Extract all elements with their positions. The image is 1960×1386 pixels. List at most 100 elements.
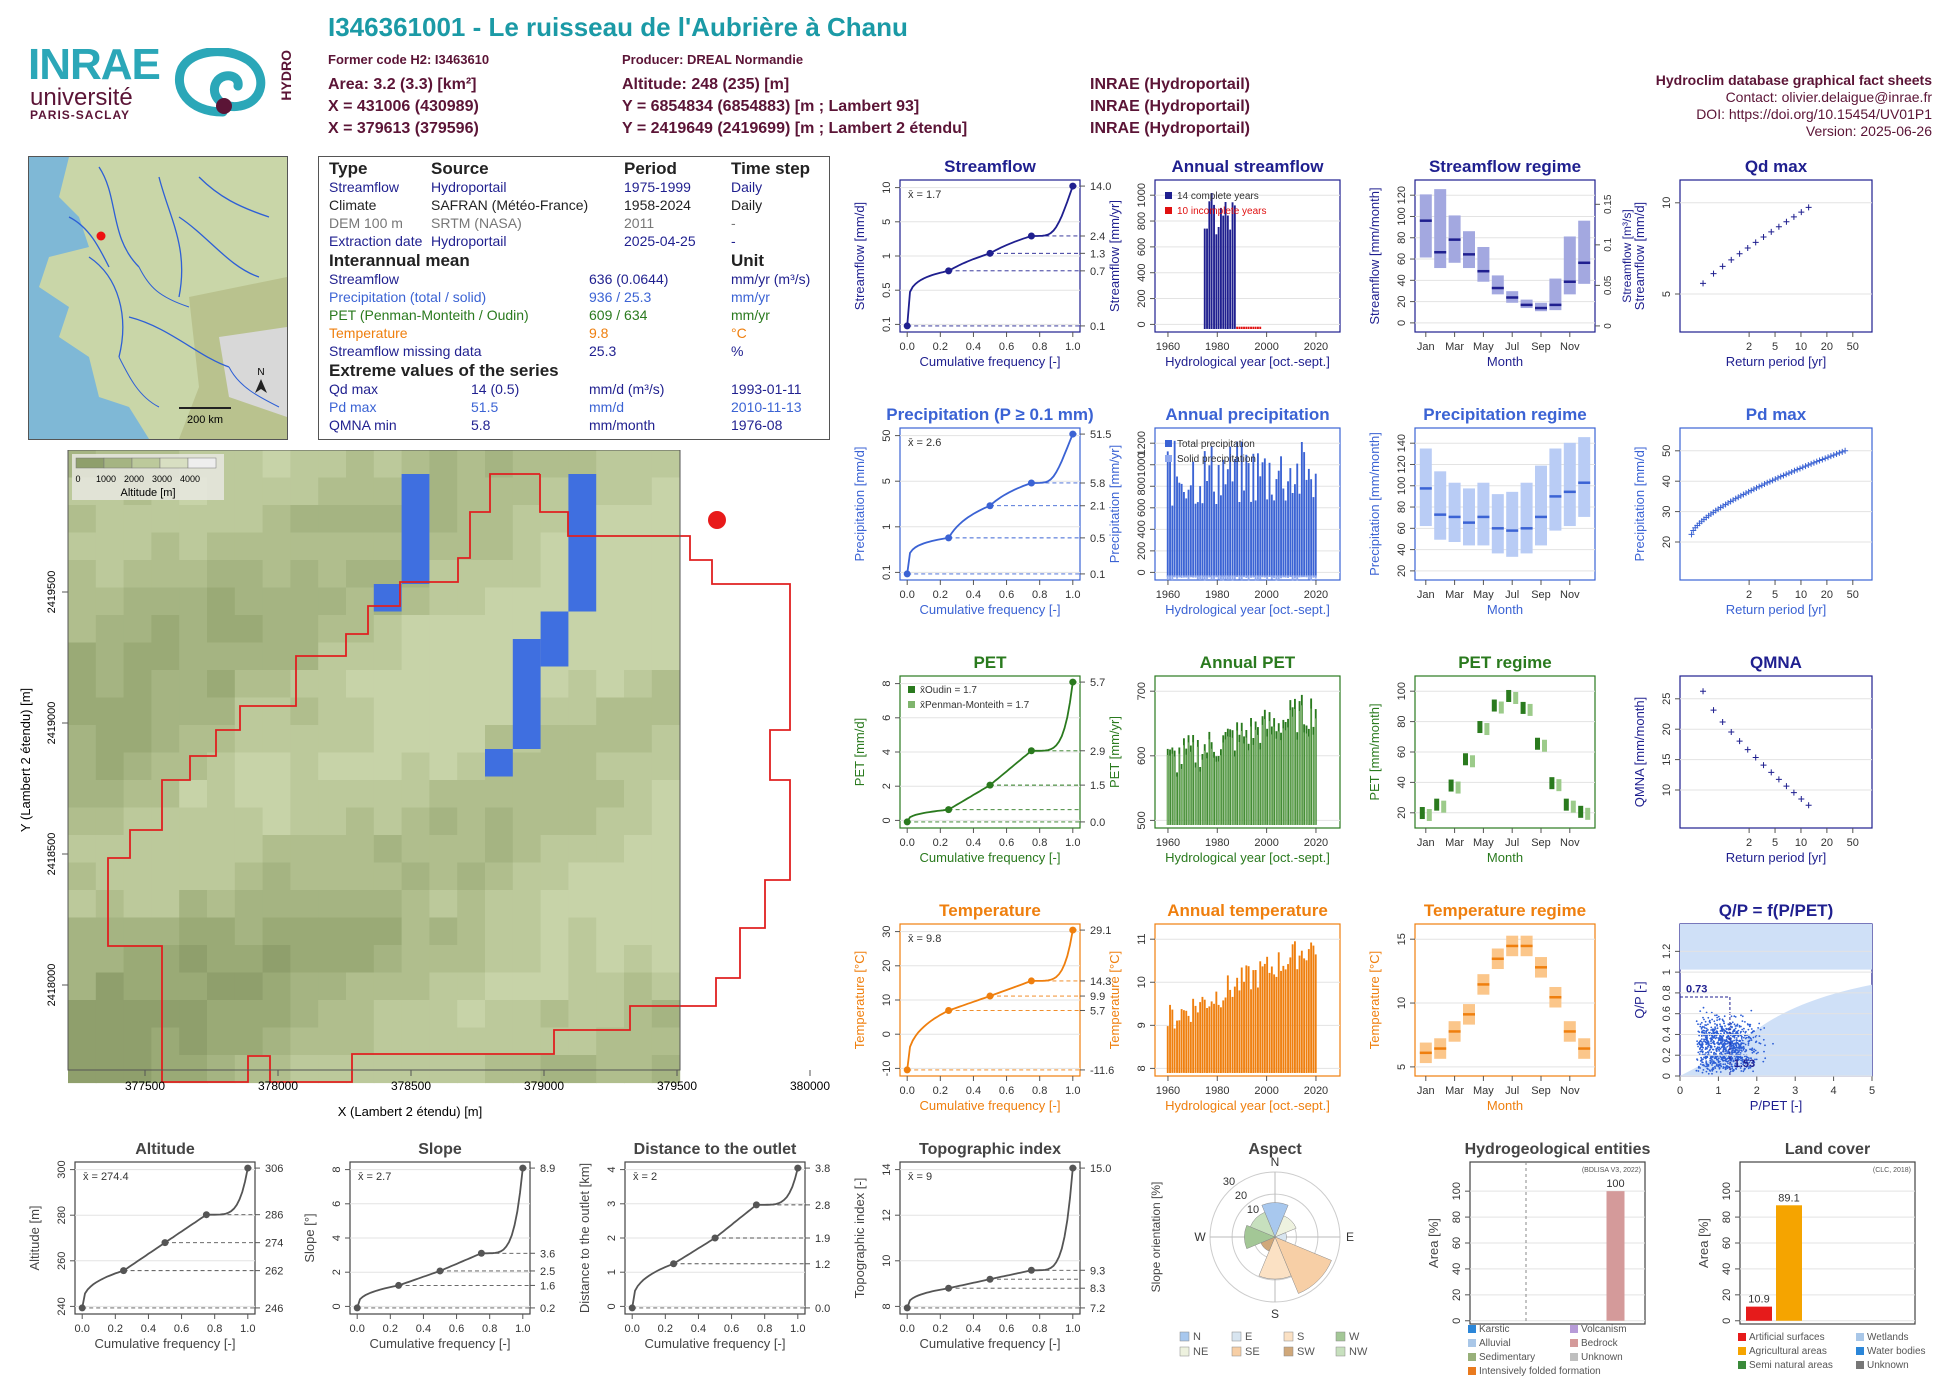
- annual-bar: [1300, 442, 1303, 577]
- annual-bar-oudin: [1236, 730, 1238, 825]
- annot-label: 1.53: [1734, 1058, 1755, 1070]
- x-tick-label: 1960: [1156, 589, 1180, 601]
- dem-cell: [68, 587, 97, 616]
- annual-bar: [1224, 997, 1227, 1073]
- x-tick-label: 0.4: [966, 589, 981, 601]
- annual-bar: [1263, 963, 1266, 1073]
- daily-point: [1737, 1051, 1740, 1054]
- annual-bar: [1180, 1009, 1183, 1073]
- daily-point: [1762, 1038, 1765, 1041]
- altitude: Altitude: 248 (235) [m]: [622, 76, 790, 93]
- dem-cell: [485, 532, 514, 561]
- regime-box-pm: [1419, 807, 1425, 820]
- mean-label: x̄Penman-Monteith = 1.7: [920, 700, 1030, 711]
- daily-point: [1747, 1042, 1750, 1045]
- info-step: Daily: [731, 197, 763, 213]
- annual-bar-oudin: [1173, 756, 1175, 825]
- daily-point: [1699, 1023, 1702, 1026]
- quantile-point: [903, 1066, 911, 1074]
- daily-point: [1705, 1041, 1708, 1044]
- y-tick-label: 25: [1661, 693, 1673, 705]
- y-tick-label: 0: [1396, 320, 1408, 326]
- daily-point: [1730, 1047, 1732, 1050]
- dem-cell: [624, 560, 653, 589]
- annual-bar: [1314, 473, 1317, 577]
- annual-bar: [1240, 967, 1243, 1073]
- ring-label: 30: [1223, 1176, 1235, 1188]
- annual-bar: [1213, 491, 1215, 577]
- annual-bar: [1215, 504, 1218, 577]
- quantile-point: [986, 1275, 994, 1283]
- x-tick-label: Jan: [1417, 589, 1435, 601]
- right-tick-label: 29.1: [1090, 925, 1111, 937]
- daily-point: [1754, 1035, 1757, 1038]
- y-axis-label: Slope orientation [%]: [1149, 1182, 1163, 1293]
- daily-point: [1705, 1051, 1707, 1054]
- quantile-point: [436, 1267, 444, 1275]
- annual-bar-oudin: [1203, 750, 1205, 825]
- dem-cell: [651, 477, 681, 506]
- solid-precip-bar: [1201, 575, 1204, 580]
- dem-cell: [457, 587, 486, 616]
- annual-bar: [1287, 481, 1289, 577]
- solid-precip-bar: [1236, 575, 1239, 577]
- annual-bar: [1277, 470, 1280, 577]
- dem-cell: [123, 532, 152, 561]
- annual-bar: [1187, 489, 1190, 577]
- pd_max-panel: Pd max Return period [yr] Precipitation [m…: [1632, 405, 1873, 617]
- chart-title: Slope: [418, 1141, 462, 1158]
- annual-bar: [1178, 482, 1181, 577]
- dem-cell: [234, 752, 264, 781]
- dem-cell: [318, 752, 347, 781]
- solid-precip-bar: [1199, 575, 1202, 579]
- dem-cell: [262, 587, 291, 616]
- chart-title: Streamflow regime: [1429, 157, 1581, 176]
- mean-unit: mm/yr: [731, 289, 770, 305]
- dem-cell: [234, 450, 264, 479]
- x-tick-label: 2: [1746, 341, 1752, 353]
- dem-cell: [373, 697, 403, 726]
- mean-value: 609 / 634: [589, 307, 648, 323]
- daily-point: [1700, 1058, 1703, 1060]
- annual-bar-oudin: [1284, 730, 1286, 825]
- legend-label: 10 incomplete years: [1177, 206, 1267, 217]
- daily-point: [1740, 1035, 1743, 1038]
- legend-swatch: [1468, 1367, 1476, 1375]
- x-tick-label: Jul: [1505, 837, 1519, 849]
- regime-box: [1535, 465, 1547, 546]
- annual-bar: [1169, 461, 1171, 577]
- annual-bar: [1243, 490, 1245, 577]
- dem-cell: [651, 642, 681, 671]
- daily-point: [1722, 1028, 1725, 1031]
- streamflow_regime-panel: Streamflow regime Month Streamflow [mm/mon…: [1367, 157, 1634, 369]
- dem-cell: [624, 477, 653, 506]
- solid-precip-bar: [1173, 575, 1176, 578]
- x-tick-label: 10: [1795, 837, 1807, 849]
- location-map: 200 km N: [28, 156, 288, 440]
- dem-cell: [485, 587, 514, 616]
- daily-point: [1720, 1026, 1723, 1029]
- daily-point: [1707, 1063, 1710, 1066]
- y-tick-label: 0: [881, 817, 893, 823]
- y-tick-label: 80: [1721, 1211, 1733, 1223]
- regime-box-oudin: [1527, 703, 1533, 716]
- legend-swatch: [1856, 1347, 1864, 1355]
- x-tick-label: 3: [1792, 1085, 1798, 1097]
- interannual-heading: Interannual mean: [329, 251, 470, 270]
- daily-point: [1741, 1039, 1744, 1042]
- daily-point: [1703, 1018, 1705, 1021]
- x-tick-label: Nov: [1560, 341, 1580, 353]
- daily-point: [1739, 1040, 1741, 1043]
- daily-point: [1736, 1025, 1738, 1027]
- quantile-point: [1069, 678, 1077, 686]
- dem-cell: [346, 505, 375, 534]
- x-tick-label: 0.6: [174, 1323, 189, 1335]
- annual-bar: [1217, 227, 1220, 329]
- annual-bar: [1280, 456, 1282, 577]
- extreme-value: 14 (0.5): [471, 381, 520, 397]
- info-period: 2025-04-25: [624, 233, 696, 249]
- quantile-point: [1027, 1266, 1035, 1274]
- extreme-date: 1993-01-11: [731, 381, 802, 397]
- legend-swatch: [1283, 1346, 1294, 1357]
- x-tick-label: 0.6: [999, 341, 1014, 353]
